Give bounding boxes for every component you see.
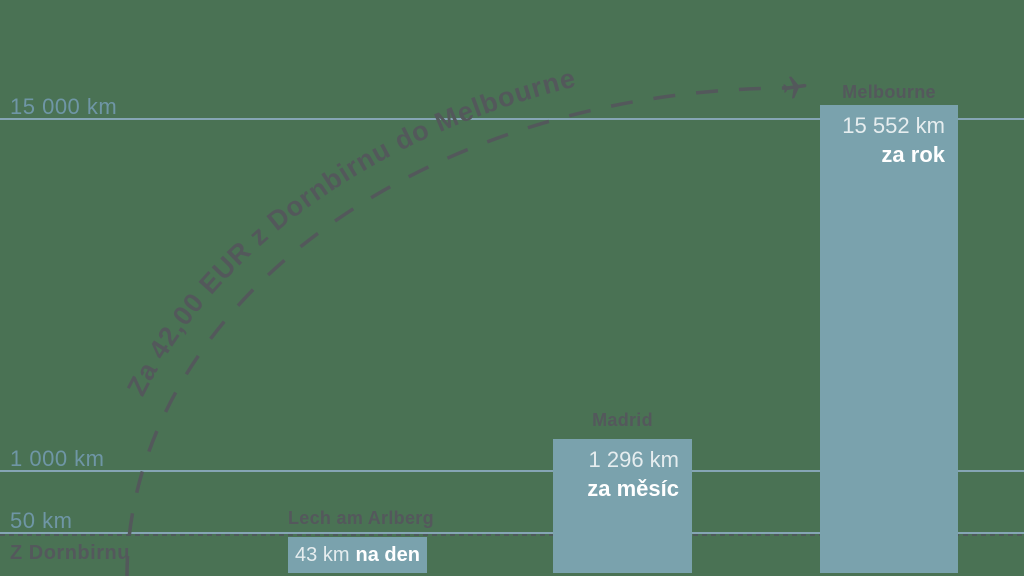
- bar-value-madrid: 1 296 km za měsíc: [587, 445, 679, 503]
- bar-value-text: 15 552 km: [842, 113, 945, 138]
- bar-melbourne: 15 552 km za rok: [820, 105, 958, 573]
- ytick-50km: 50 km: [10, 508, 73, 533]
- bar-lech-am-arlberg: 43 km na den: [288, 537, 427, 573]
- bar-label-madrid: Madrid: [592, 410, 653, 430]
- bar-label-melbourne: Melbourne: [842, 82, 936, 102]
- bar-madrid: 1 296 km za měsíc: [553, 439, 692, 573]
- bar-label-lech-am-arlberg: Lech am Arlberg: [288, 508, 434, 528]
- plane-icon: [783, 76, 807, 99]
- annotation-curved-text: Za 42,00 EUR z Dornbirnu do Melbourne: [121, 63, 579, 401]
- ytick-1000km: 1 000 km: [10, 446, 105, 471]
- bar-period-text: za rok: [881, 142, 945, 167]
- bar-value-text: 43 km: [295, 543, 350, 566]
- annotation-text: Za 42,00 EUR z Dornbirnu do Melbourne: [121, 63, 578, 401]
- bar-value-melbourne: 15 552 km za rok: [842, 111, 945, 169]
- bar-period-text: na den: [355, 543, 420, 566]
- bar-value-text: 1 296 km: [588, 447, 680, 472]
- bar-period-text: za měsíc: [587, 476, 679, 501]
- bar-value-lech: 43 km na den: [295, 544, 420, 567]
- ytick-15000km: 15 000 km: [10, 94, 118, 119]
- origin-label: Z Dornbirnu: [10, 542, 130, 564]
